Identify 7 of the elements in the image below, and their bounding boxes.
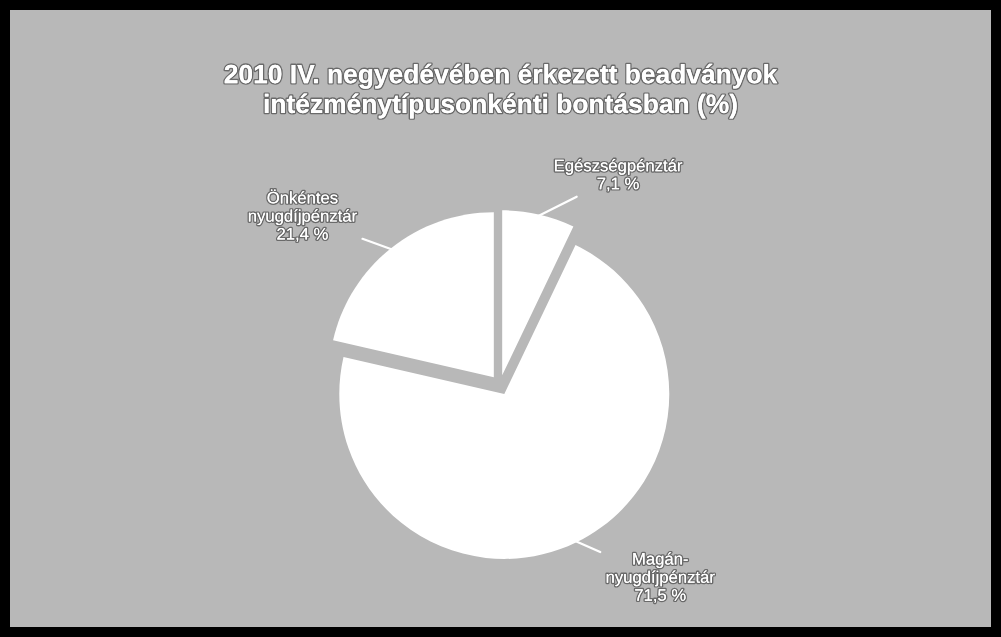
data-label: 7,1 % xyxy=(597,177,639,192)
slice-label: Önkéntes nyugdíjpénztár xyxy=(248,189,357,226)
chart-title: 2010 IV. negyedévében érkezett beadványok intézménytípusonkénti bontásban (%) xyxy=(224,63,778,119)
slice-label: Magán- nyugdíjpénztár xyxy=(606,552,715,587)
data-label: 71,5 % xyxy=(635,589,686,603)
data-label: 21,4 % xyxy=(277,227,328,242)
slice-label: Egészségpénztár xyxy=(555,158,683,175)
